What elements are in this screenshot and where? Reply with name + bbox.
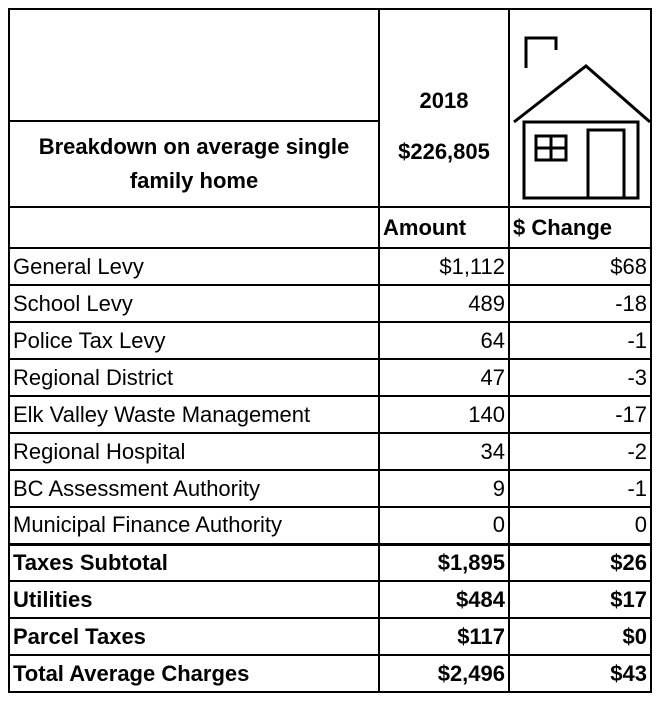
house-icon <box>513 36 649 200</box>
table-row: School Levy 489 -18 <box>8 284 652 323</box>
row-label: School Levy <box>8 284 380 323</box>
row-label: Parcel Taxes <box>8 617 380 656</box>
table-row: Regional Hospital 34 -2 <box>8 432 652 471</box>
row-label: Police Tax Levy <box>8 321 380 360</box>
table-row: Elk Valley Waste Management 140 -17 <box>8 395 652 434</box>
change: $17 <box>508 580 652 619</box>
table-row: Utilities $484 $17 <box>8 580 652 619</box>
table-row: Total Average Charges $2,496 $43 <box>8 654 652 693</box>
amount: $117 <box>378 617 510 656</box>
row-label: Utilities <box>8 580 380 619</box>
amount: 64 <box>378 321 510 360</box>
change: 0 <box>508 506 652 545</box>
empty-cell <box>8 7 380 123</box>
amount: $484 <box>378 580 510 619</box>
amount: 489 <box>378 284 510 323</box>
row-label: Total Average Charges <box>8 654 380 693</box>
row-label: Taxes Subtotal <box>8 542 380 582</box>
change: -3 <box>508 358 652 397</box>
amount: $1,112 <box>378 247 510 286</box>
table-row: BC Assessment Authority 9 -1 <box>8 469 652 508</box>
year: 2018 <box>419 88 469 113</box>
change: $26 <box>508 542 652 582</box>
row-label: BC Assessment Authority <box>8 469 380 508</box>
change: -1 <box>508 469 652 508</box>
change: $0 <box>508 617 652 656</box>
table-title: Breakdown on average single family home <box>8 120 380 208</box>
value-cell: 2018 $226,805 <box>378 8 510 208</box>
table-row: Police Tax Levy 64 -1 <box>8 321 652 360</box>
tax-table: 2018 $226,805 Breakdown <box>8 7 652 693</box>
table-row: Municipal Finance Authority 0 0 <box>8 506 652 545</box>
change: -17 <box>508 395 652 434</box>
row-label: Regional Hospital <box>8 432 380 471</box>
change: $68 <box>508 247 652 286</box>
change: -1 <box>508 321 652 360</box>
amount: 0 <box>378 506 510 545</box>
column-header: Amount <box>378 206 510 249</box>
amount: 9 <box>378 469 510 508</box>
table-row: Regional District 47 -3 <box>8 358 652 397</box>
column-header: $ Change <box>508 206 652 249</box>
amount: 47 <box>378 358 510 397</box>
house-cell <box>508 8 652 208</box>
row-label: Municipal Finance Authority <box>8 506 380 545</box>
amount: $1,895 <box>378 542 510 582</box>
home-value: $226,805 <box>398 139 490 164</box>
amount: 34 <box>378 432 510 471</box>
amount: $2,496 <box>378 654 510 693</box>
row-label: General Levy <box>8 247 380 286</box>
change: -2 <box>508 432 652 471</box>
row-label: Regional District <box>8 358 380 397</box>
empty-cell <box>8 206 380 249</box>
amount: 140 <box>378 395 510 434</box>
change: -18 <box>508 284 652 323</box>
table-row: General Levy $1,112 $68 <box>8 247 652 286</box>
table-row: Taxes Subtotal $1,895 $26 <box>8 542 652 582</box>
row-label: Elk Valley Waste Management <box>8 395 380 434</box>
change: $43 <box>508 654 652 693</box>
table-row: Parcel Taxes $117 $0 <box>8 617 652 656</box>
